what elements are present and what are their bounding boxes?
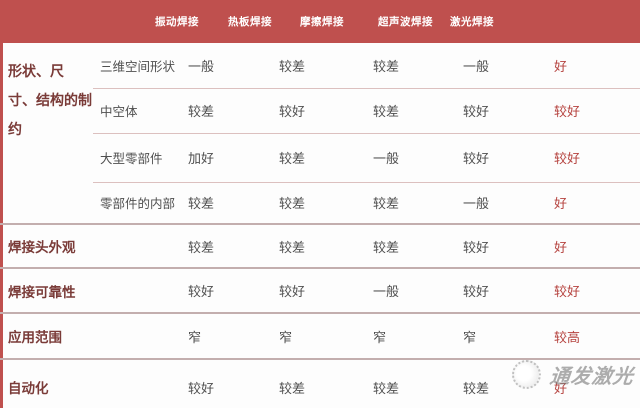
cell-value-highlight: 好 bbox=[554, 196, 568, 211]
cell-value: 较差 bbox=[279, 151, 306, 166]
cell-value: 较好 bbox=[463, 239, 490, 255]
category-line: 形状、尺 bbox=[8, 63, 64, 79]
cell-value: 加好 bbox=[188, 151, 215, 166]
table-body: 形状、尺 寸、结构的制 约 三维空间形状 一般 较差 较差 一般 好 中空体 较… bbox=[0, 43, 640, 408]
row-subcategory-label: 中空体 bbox=[100, 105, 138, 119]
cell-value-highlight: 较好 bbox=[554, 284, 581, 299]
cell-value: 窄 bbox=[373, 329, 387, 345]
table-row-automation: 自动化 较好 较差 较差 较差 好 bbox=[0, 358, 640, 408]
cell-value: 较差 bbox=[373, 59, 400, 74]
category-line: 寸、结构的制 bbox=[8, 92, 92, 108]
cell-value: 较差 bbox=[188, 196, 215, 211]
table-subrow-3d-shape: 三维空间形状 一般 较差 较差 一般 好 bbox=[0, 43, 640, 88]
cell-value: 较差 bbox=[373, 196, 400, 211]
cell-value: 较好 bbox=[463, 284, 490, 299]
cell-value: 一般 bbox=[463, 196, 490, 211]
cell-value: 较差 bbox=[373, 380, 400, 396]
cell-value: 窄 bbox=[463, 329, 477, 345]
row-category-label: 焊接头外观 bbox=[8, 240, 76, 255]
row-subcategory-label: 零部件的内部 bbox=[100, 197, 176, 211]
cell-value-highlight: 较好 bbox=[554, 151, 581, 166]
left-accent-stripe bbox=[0, 0, 3, 408]
cell-value: 较差 bbox=[188, 239, 215, 255]
cell-value: 较差 bbox=[373, 104, 400, 119]
category-line: 约 bbox=[8, 121, 22, 137]
cell-value: 窄 bbox=[188, 329, 202, 345]
cell-value: 较差 bbox=[279, 196, 306, 211]
row-group-shape-size-structure: 形状、尺 寸、结构的制 约 三维空间形状 一般 较差 较差 一般 好 中空体 较… bbox=[0, 43, 640, 223]
cell-value-highlight: 较好 bbox=[554, 104, 581, 119]
table-row-weld-reliability: 焊接可靠性 较好 较好 一般 较好 较好 bbox=[0, 267, 640, 312]
cell-value: 较好 bbox=[463, 151, 490, 166]
column-header-friction-welding: 摩擦焊接 bbox=[300, 16, 344, 28]
row-subcategory-label: 三维空间形状 bbox=[100, 60, 176, 74]
table-row-application-range: 应用范围 窄 窄 窄 窄 较高 bbox=[0, 312, 640, 358]
cell-value: 一般 bbox=[188, 59, 215, 74]
cell-value: 较好 bbox=[188, 284, 215, 299]
cell-value-highlight: 好 bbox=[554, 239, 568, 255]
cell-value: 较好 bbox=[279, 284, 306, 299]
table-header-row: 振动焊接 热板焊接 摩擦焊接 超声波焊接 激光焊接 bbox=[0, 0, 640, 43]
column-header-hot-plate-welding: 热板焊接 bbox=[228, 16, 272, 28]
cell-value-highlight: 好 bbox=[554, 59, 568, 74]
column-header-ultrasonic-welding: 超声波焊接 bbox=[378, 16, 433, 28]
table-subrow-large-parts: 大型零部件 加好 较差 一般 较好 较好 bbox=[0, 133, 640, 182]
row-category-label: 应用范围 bbox=[8, 330, 62, 345]
table-subrow-hollow-body: 中空体 较差 较好 较差 较好 较好 bbox=[0, 88, 640, 133]
row-subcategory-label: 大型零部件 bbox=[100, 152, 163, 166]
cell-value: 较好 bbox=[279, 104, 306, 119]
cell-value: 较差 bbox=[373, 239, 400, 255]
cell-value: 一般 bbox=[463, 59, 490, 74]
table-row-weld-appearance: 焊接头外观 较差 较差 较差 较好 好 bbox=[0, 223, 640, 267]
cell-value: 较差 bbox=[279, 59, 306, 74]
row-category-label: 焊接可靠性 bbox=[8, 284, 76, 300]
cell-value: 较差 bbox=[279, 239, 306, 255]
cell-value: 一般 bbox=[373, 151, 400, 166]
cell-value: 窄 bbox=[279, 329, 293, 345]
row-category-label: 自动化 bbox=[8, 381, 49, 396]
cell-value: 较差 bbox=[188, 104, 215, 119]
cell-value: 较差 bbox=[463, 380, 490, 396]
column-header-vibration-welding: 振动焊接 bbox=[155, 16, 199, 28]
cell-value-highlight: 好 bbox=[554, 380, 568, 396]
cell-value-highlight: 较高 bbox=[554, 329, 581, 345]
row-group-category-label: 形状、尺 寸、结构的制 约 bbox=[8, 57, 94, 144]
cell-value: 较好 bbox=[463, 104, 490, 119]
table-subrow-part-interior: 零部件的内部 较差 较差 较差 一般 好 bbox=[0, 182, 640, 223]
column-header-laser-welding: 激光焊接 bbox=[450, 16, 494, 28]
cell-value: 较好 bbox=[188, 380, 215, 396]
cell-value: 一般 bbox=[373, 284, 400, 299]
cell-value: 较差 bbox=[279, 380, 306, 396]
